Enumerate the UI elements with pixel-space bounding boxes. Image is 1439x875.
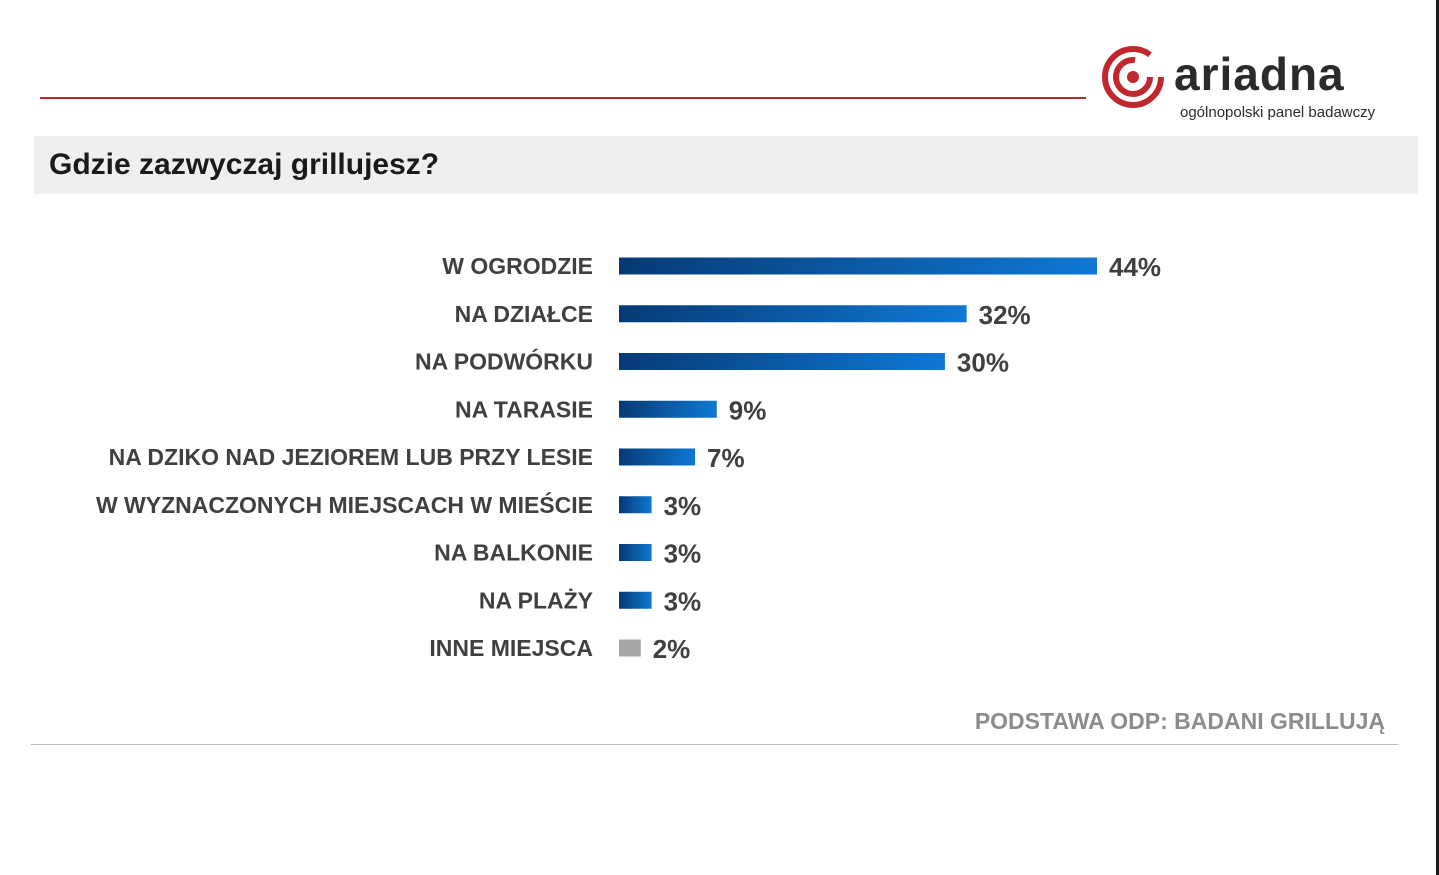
category-label: NA TARASIE <box>455 396 593 422</box>
base-footnote: PODSTAWA ODP: BADANI GRILLUJĄ <box>974 708 1385 734</box>
bar <box>619 257 1097 275</box>
header-rule <box>40 97 1086 99</box>
bar <box>619 591 652 609</box>
bar <box>619 496 652 514</box>
bar <box>619 639 641 657</box>
value-label: 3% <box>664 586 702 616</box>
category-label: NA DZIKO NAD JEZIOREM LUB PRZY LESIE <box>109 444 593 470</box>
value-label: 32% <box>979 300 1031 330</box>
bar <box>619 305 967 323</box>
ariadna-spiral-icon <box>1102 46 1164 108</box>
category-label: W WYZNACZONYCH MIEJSCACH W MIEŚCIE <box>96 491 593 518</box>
value-label: 2% <box>653 634 691 664</box>
category-label: NA PODWÓRKU <box>415 348 593 375</box>
value-label: 30% <box>957 348 1009 378</box>
category-label: INNE MIEJSCA <box>429 635 593 661</box>
ariadna-logo: ariadna ogólnopolski panel badawczy <box>1100 44 1420 126</box>
chart-marks: W OGRODZIE 44% NA DZIAŁCE 32% NA PODWÓRKU 30%… <box>96 252 1161 664</box>
value-label: 44% <box>1109 252 1161 282</box>
title-band: Gdzie zazwyczaj grillujesz? <box>34 136 1418 194</box>
value-label: 9% <box>729 395 767 425</box>
bar <box>619 353 945 370</box>
brand-name: ariadna <box>1174 48 1345 100</box>
category-label: NA DZIAŁCE <box>455 301 593 327</box>
category-label: W OGRODZIE <box>442 253 593 279</box>
value-label: 7% <box>707 443 745 473</box>
category-label: NA BALKONIE <box>434 540 593 566</box>
bar <box>619 544 652 561</box>
bar <box>619 400 717 418</box>
bar <box>619 448 696 466</box>
brand-tagline: ogólnopolski panel badawczy <box>1180 104 1376 121</box>
footer-rule <box>31 744 1398 745</box>
category-label: NA PLAŻY <box>479 587 593 613</box>
page-title: Gdzie zazwyczaj grillujesz? <box>49 148 440 181</box>
value-label: 3% <box>664 539 702 569</box>
right-border <box>1436 0 1439 875</box>
value-label: 3% <box>664 491 702 521</box>
